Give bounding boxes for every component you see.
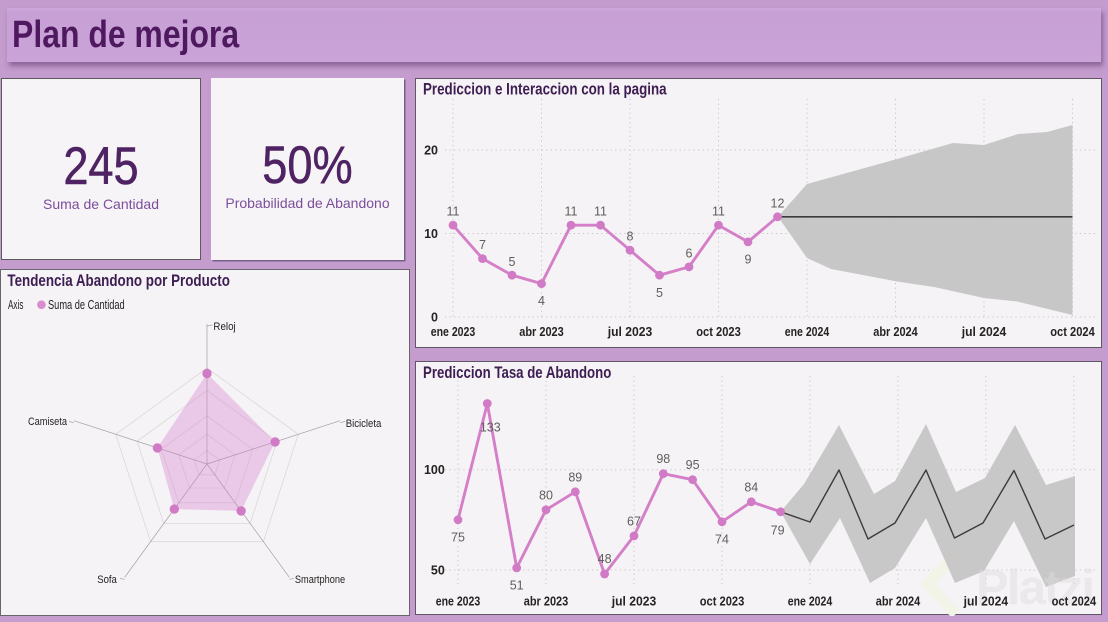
svg-text:Reloj: Reloj: [213, 321, 235, 333]
svg-text:6: 6: [686, 246, 693, 260]
svg-text:9: 9: [745, 252, 752, 266]
svg-text:12: 12: [771, 196, 785, 210]
svg-text:11: 11: [565, 205, 578, 219]
svg-text:Platzi: Platzi: [976, 561, 1095, 615]
svg-text:Bicicleta: Bicicleta: [346, 418, 382, 430]
svg-text:abr 2024: abr 2024: [873, 325, 918, 339]
svg-text:5: 5: [509, 255, 516, 269]
svg-text:abr 2024: abr 2024: [876, 595, 921, 609]
svg-text:11: 11: [712, 205, 725, 219]
svg-text:abr 2023: abr 2023: [519, 325, 564, 339]
svg-text:Sofa: Sofa: [97, 574, 117, 586]
svg-text:80: 80: [539, 488, 553, 502]
svg-text:5: 5: [656, 286, 663, 300]
svg-text:Suma de Cantidad: Suma de Cantidad: [48, 298, 125, 312]
svg-text:100: 100: [424, 463, 445, 477]
svg-text:ene 2024: ene 2024: [785, 325, 830, 339]
svg-text:oct 2023: oct 2023: [700, 595, 745, 609]
svg-text:11: 11: [447, 205, 460, 219]
svg-text:ene 2024: ene 2024: [788, 595, 833, 609]
svg-text:abr 2023: abr 2023: [524, 595, 569, 609]
svg-text:ene 2023: ene 2023: [431, 325, 476, 339]
svg-text:84: 84: [744, 480, 758, 494]
svg-text:20: 20: [424, 144, 438, 158]
svg-text:48: 48: [598, 552, 612, 566]
svg-text:133: 133: [480, 421, 501, 435]
svg-text:Smartphone: Smartphone: [295, 574, 345, 586]
svg-text:jul 2024: jul 2024: [963, 595, 1009, 609]
svg-text:7: 7: [479, 238, 486, 252]
svg-text:75: 75: [451, 530, 465, 544]
svg-text:Axis: Axis: [8, 298, 23, 312]
svg-text:Tendencia Abandono por Product: Tendencia Abandono por Producto: [7, 272, 230, 290]
svg-text:Prediccion e Interaccion con l: Prediccion e Interaccion con la pagina: [423, 81, 667, 99]
svg-text:74: 74: [715, 532, 729, 546]
svg-text:jul 2023: jul 2023: [607, 325, 653, 339]
svg-text:50: 50: [431, 564, 445, 578]
svg-text:Prediccion Tasa de Abandono: Prediccion Tasa de Abandono: [423, 364, 611, 382]
svg-text:4: 4: [538, 294, 545, 308]
svg-text:jul 2023: jul 2023: [611, 595, 657, 609]
svg-text:10: 10: [424, 227, 438, 241]
svg-text:jul 2024: jul 2024: [961, 325, 1007, 339]
svg-text:8: 8: [627, 230, 634, 244]
svg-text:11: 11: [594, 205, 607, 219]
svg-text:oct 2023: oct 2023: [696, 325, 741, 339]
svg-text:oct 2024: oct 2024: [1050, 325, 1095, 339]
svg-text:51: 51: [510, 578, 524, 592]
svg-text:0: 0: [431, 311, 438, 325]
svg-text:79: 79: [771, 523, 785, 537]
svg-text:95: 95: [686, 458, 700, 472]
svg-text:oct 2024: oct 2024: [1052, 595, 1097, 609]
svg-text:67: 67: [627, 514, 641, 528]
svg-text:Camiseta: Camiseta: [28, 416, 67, 428]
svg-text:89: 89: [568, 470, 582, 484]
svg-text:98: 98: [656, 452, 670, 466]
svg-text:ene 2023: ene 2023: [436, 595, 481, 609]
